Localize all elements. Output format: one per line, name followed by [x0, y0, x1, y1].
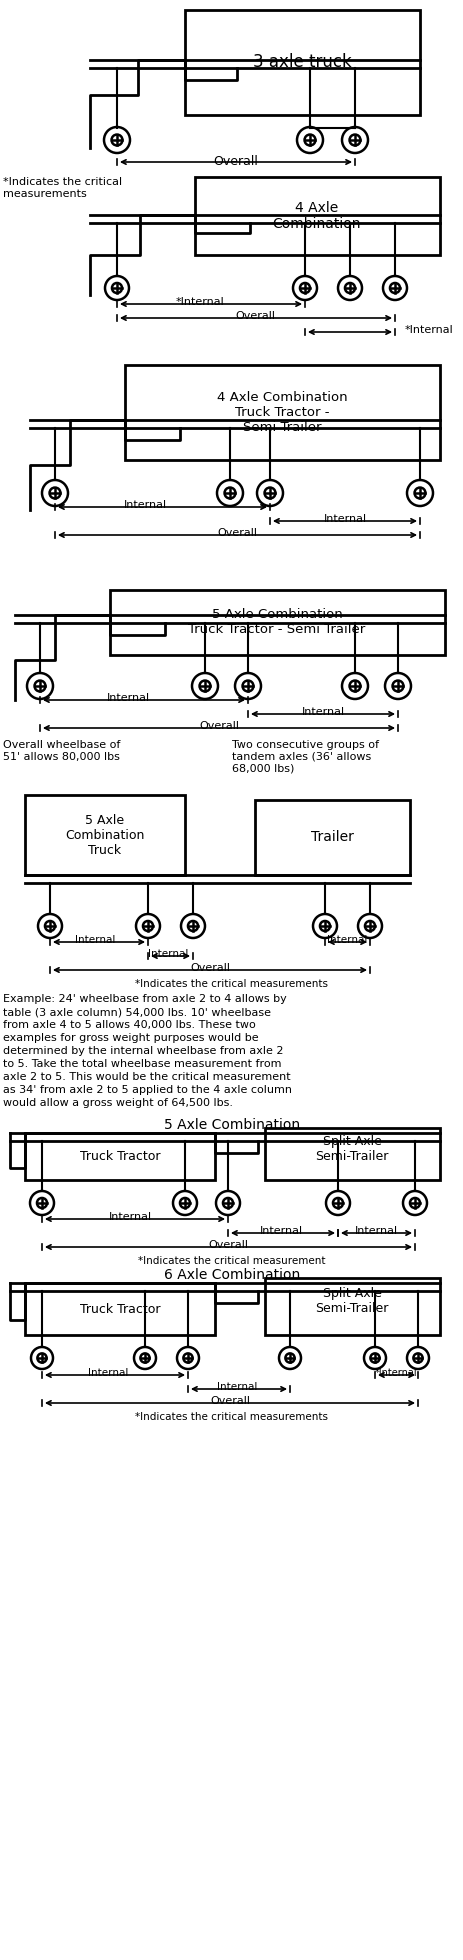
Text: Overall: Overall: [234, 312, 275, 321]
Text: Split Axle
Semi-Trailer: Split Axle Semi-Trailer: [315, 1288, 388, 1315]
Text: from axle 4 to 5 allows 40,000 lbs. These two: from axle 4 to 5 allows 40,000 lbs. Thes…: [3, 1019, 255, 1031]
Text: Internal: Internal: [148, 949, 188, 958]
FancyBboxPatch shape: [25, 796, 185, 874]
Text: Truck Tractor: Truck Tractor: [80, 1303, 160, 1315]
Text: *Internal: *Internal: [404, 325, 453, 335]
Text: 6 Axle Combination: 6 Axle Combination: [163, 1268, 300, 1282]
FancyBboxPatch shape: [264, 1129, 439, 1180]
FancyBboxPatch shape: [185, 10, 419, 116]
FancyBboxPatch shape: [25, 1284, 214, 1335]
Text: Internal: Internal: [354, 1227, 397, 1237]
Text: examples for gross weight purposes would be: examples for gross weight purposes would…: [3, 1033, 258, 1043]
Text: *Indicates the critical measurements: *Indicates the critical measurements: [135, 1411, 328, 1423]
Text: Internal: Internal: [301, 708, 344, 717]
Text: determined by the internal wheelbase from axle 2: determined by the internal wheelbase fro…: [3, 1047, 283, 1056]
Text: 4 Axle
Combination: 4 Axle Combination: [272, 202, 361, 231]
Text: Overall: Overall: [210, 1396, 250, 1405]
Text: would allow a gross weight of 64,500 lbs.: would allow a gross weight of 64,500 lbs…: [3, 1098, 232, 1107]
Text: Overall wheelbase of
51' allows 80,000 lbs: Overall wheelbase of 51' allows 80,000 l…: [3, 741, 120, 762]
Text: Overall: Overall: [207, 1241, 247, 1250]
Text: table (3 axle column) 54,000 lbs. 10' wheelbase: table (3 axle column) 54,000 lbs. 10' wh…: [3, 1007, 270, 1017]
Text: 4 Axle Combination
Truck Tractor -
Semi Trailer: 4 Axle Combination Truck Tractor - Semi …: [216, 390, 347, 433]
Text: Split Axle
Semi-Trailer: Split Axle Semi-Trailer: [315, 1135, 388, 1162]
Text: Two consecutive groups of
tandem axles (36' allows
68,000 lbs): Two consecutive groups of tandem axles (…: [232, 741, 378, 772]
Text: Internal: Internal: [326, 935, 366, 945]
Text: *Indicates the critical measurement: *Indicates the critical measurement: [138, 1256, 325, 1266]
FancyBboxPatch shape: [255, 800, 409, 874]
Text: axle 2 to 5. This would be the critical measurement: axle 2 to 5. This would be the critical …: [3, 1072, 290, 1082]
Text: Internal: Internal: [106, 694, 149, 704]
Text: Internal: Internal: [216, 1382, 257, 1392]
Text: Overall: Overall: [213, 155, 258, 169]
Text: to 5. Take the total wheelbase measurement from: to 5. Take the total wheelbase measureme…: [3, 1058, 281, 1068]
Text: 5 Axle Combination: 5 Axle Combination: [163, 1117, 300, 1133]
Text: *Indicates the critical
measurements: *Indicates the critical measurements: [3, 176, 122, 198]
FancyBboxPatch shape: [125, 365, 439, 461]
Text: *Internal: *Internal: [175, 298, 224, 308]
FancyBboxPatch shape: [110, 590, 444, 655]
Text: Internal: Internal: [323, 514, 366, 523]
Text: Overall: Overall: [199, 721, 238, 731]
Text: Internal: Internal: [88, 1368, 128, 1378]
Text: 5 Axle Combination
Truck Tractor - Semi Trailer: 5 Axle Combination Truck Tractor - Semi …: [188, 608, 365, 635]
Text: Internal: Internal: [259, 1227, 302, 1237]
Text: Truck Tractor: Truck Tractor: [80, 1149, 160, 1162]
Text: Example: 24' wheelbase from axle 2 to 4 allows by: Example: 24' wheelbase from axle 2 to 4 …: [3, 994, 286, 1004]
Text: Overall: Overall: [189, 962, 230, 972]
Text: 5 Axle
Combination
Truck: 5 Axle Combination Truck: [65, 813, 144, 857]
Text: 3 axle truck: 3 axle truck: [252, 53, 350, 71]
FancyBboxPatch shape: [25, 1133, 214, 1180]
Text: as 34' from axle 2 to 5 applied to the 4 axle column: as 34' from axle 2 to 5 applied to the 4…: [3, 1086, 291, 1096]
Text: Internal: Internal: [108, 1211, 151, 1221]
Text: *Internal: *Internal: [374, 1368, 416, 1378]
Text: Internal: Internal: [123, 500, 166, 510]
FancyBboxPatch shape: [194, 176, 439, 255]
Text: *Indicates the critical measurements: *Indicates the critical measurements: [135, 978, 328, 990]
Text: Internal: Internal: [75, 935, 115, 945]
FancyBboxPatch shape: [264, 1278, 439, 1335]
Text: Trailer: Trailer: [310, 829, 353, 845]
Text: Overall: Overall: [217, 527, 257, 537]
